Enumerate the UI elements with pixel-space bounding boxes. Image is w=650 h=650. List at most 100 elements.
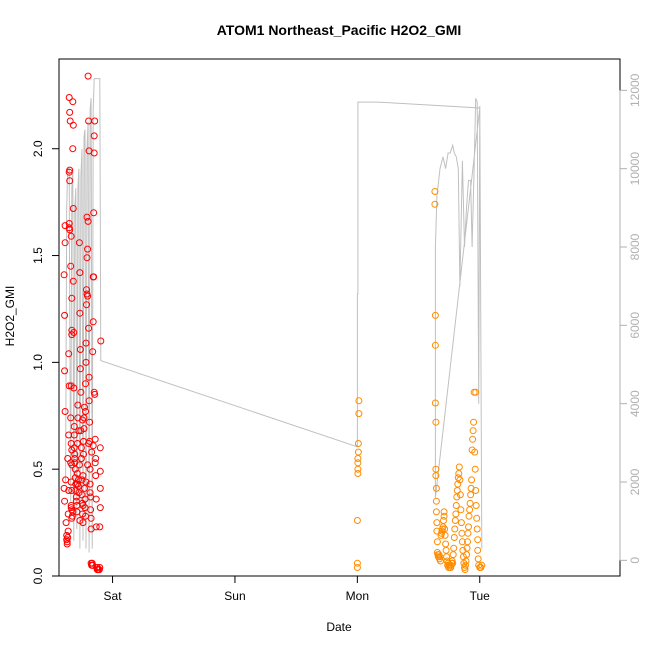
data-point-series-2 (474, 555, 482, 563)
y2-tick-label: 2000 (628, 468, 642, 495)
data-point-series-2 (470, 418, 478, 426)
y-tick-label: 2.0 (31, 140, 45, 157)
y-tick-label: 0.0 (31, 567, 45, 584)
data-point-series-2 (464, 529, 472, 537)
data-point-series-1 (70, 329, 78, 336)
x-axis: Sat Sun Mon Tue (104, 575, 490, 603)
data-point-series-1 (61, 239, 69, 247)
data-point-series-1 (75, 239, 83, 247)
data-point-series-1 (69, 508, 77, 516)
data-point-series-1 (68, 487, 76, 494)
data-point-series-2 (464, 538, 471, 546)
data-point-series-1 (71, 465, 79, 473)
data-point-series-2 (431, 311, 439, 319)
data-point-series-1 (85, 373, 93, 381)
data-point-series-1 (61, 222, 69, 230)
data-point-series-2 (442, 546, 450, 554)
data-point-series-2 (353, 564, 361, 571)
data-point-series-2 (456, 491, 464, 499)
data-point-series-1 (96, 523, 104, 531)
data-point-series-2 (440, 508, 448, 516)
data-point-series-2 (451, 517, 459, 524)
data-point-series-2 (353, 517, 361, 524)
y-tick-label: 0.5 (31, 461, 45, 478)
data-point-series-1 (67, 262, 75, 270)
data-point-series-1 (82, 478, 90, 486)
y-axis-label: H2O2_GMI (3, 286, 17, 347)
data-point-series-1 (68, 294, 76, 302)
data-point-series-1 (63, 540, 71, 548)
data-point-series-1 (83, 301, 90, 309)
data-point-series-1 (89, 442, 97, 450)
x-tick-label: Sun (224, 589, 245, 603)
data-point-series-2 (461, 566, 469, 574)
data-point-series-1 (77, 455, 85, 462)
data-point-series-1 (78, 476, 86, 484)
data-point-series-1 (61, 408, 69, 415)
data-point-series-1 (96, 444, 104, 452)
data-point-series-2 (449, 551, 457, 559)
data-point-series-1 (66, 226, 74, 234)
data-point-series-2 (472, 388, 480, 396)
data-point-series-1 (61, 497, 69, 505)
data-point-series-2 (437, 557, 444, 565)
data-point-series-1 (69, 98, 77, 106)
data-point-series-1 (67, 232, 75, 240)
data-point-series-2 (354, 465, 362, 473)
data-point-series-1 (97, 337, 105, 345)
data-point-series-2 (432, 508, 440, 516)
data-point-series-1 (70, 431, 78, 439)
data-point-series-1 (65, 350, 73, 358)
altitude-line-layer (65, 78, 483, 553)
data-point-series-2 (436, 553, 444, 561)
data-point-series-2 (431, 200, 439, 208)
y-tick-label: 1.0 (31, 354, 45, 371)
data-point-series-1 (76, 517, 84, 524)
chart-title: ATOM1 Northeast_Pacific H2O2_GMI (217, 22, 462, 38)
data-point-series-2 (353, 559, 361, 567)
data-point-series-1 (90, 209, 98, 217)
data-point-series-2 (469, 435, 477, 443)
data-point-series-1 (62, 519, 70, 527)
data-point-series-2 (465, 512, 473, 520)
data-point-series-2 (432, 418, 440, 426)
data-point-series-1 (77, 444, 85, 452)
y2-tick-label: 4000 (628, 390, 642, 417)
data-point-series-1 (65, 94, 73, 101)
data-point-series-2 (431, 399, 439, 407)
x-tick-label: Sat (104, 589, 123, 603)
data-point-series-1 (75, 461, 83, 469)
data-point-series-1 (66, 166, 74, 174)
data-point-series-1 (69, 277, 77, 285)
data-point-series-1 (71, 450, 79, 458)
data-point-series-2 (455, 463, 463, 471)
data-point-series-2 (354, 459, 362, 467)
data-point-series-1 (85, 397, 93, 405)
data-point-series-1 (77, 388, 85, 396)
data-point-series-1 (96, 484, 104, 492)
data-point-series-1 (72, 497, 80, 505)
data-point-series-1 (64, 527, 72, 535)
data-point-series-1 (69, 145, 77, 153)
data-point-series-2 (458, 529, 466, 537)
data-point-series-1 (91, 390, 99, 398)
data-point-series-2 (460, 559, 468, 567)
data-point-series-1 (69, 205, 77, 212)
y2-tick-label: 10000 (628, 152, 642, 186)
data-point-series-2 (432, 472, 440, 480)
data-point-series-2 (431, 188, 439, 195)
data-point-series-1 (91, 435, 99, 443)
data-point-series-1 (86, 480, 94, 488)
data-point-series-1 (91, 117, 99, 125)
data-point-series-1 (67, 414, 75, 422)
data-point-series-1 (84, 217, 92, 225)
data-point-series-2 (440, 517, 447, 524)
data-point-series-2 (443, 553, 451, 561)
data-point-series-2 (440, 512, 448, 520)
data-point-series-2 (465, 523, 472, 531)
data-point-series-2 (452, 502, 460, 509)
data-point-series-1 (61, 367, 69, 375)
data-point-series-1 (84, 461, 92, 469)
data-point-series-1 (79, 472, 87, 480)
data-point-series-2 (458, 538, 466, 546)
